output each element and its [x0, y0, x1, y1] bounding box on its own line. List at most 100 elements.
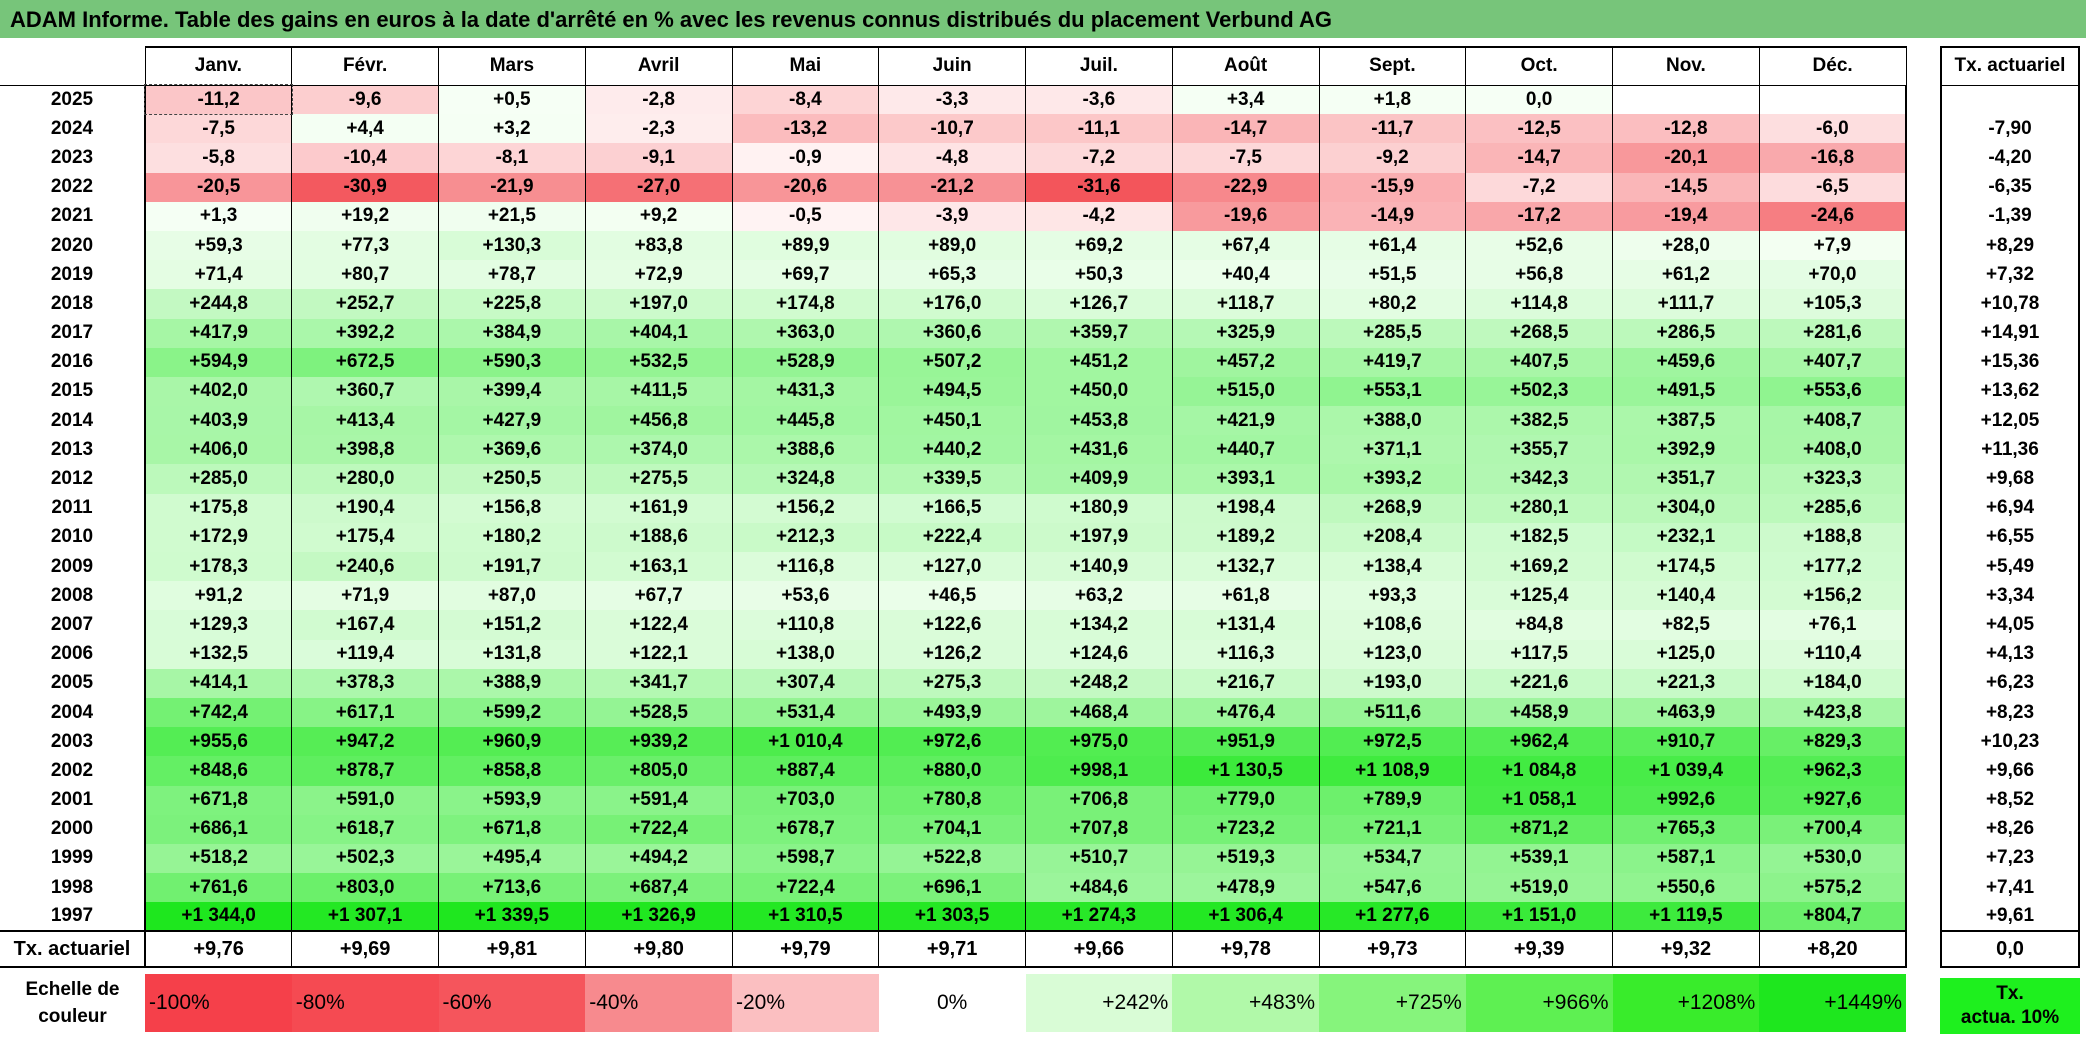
gain-cell: +1 303,5	[878, 902, 1026, 932]
gain-cell: +550,6	[1612, 873, 1760, 903]
gain-cell: -20,1	[1612, 143, 1760, 173]
gain-cell: +225,8	[438, 289, 586, 319]
gain-cell: +61,4	[1318, 230, 1467, 261]
gain-cell: -14,7	[1171, 114, 1320, 144]
year-label: 1997	[50, 905, 94, 927]
gain-cell: +384,9	[438, 318, 586, 348]
table-row: 2011 +175,8 +190,4 +156,8 +161,9 +156,2 +166,5…	[0, 493, 1907, 523]
gain-cell: +80,7	[291, 260, 439, 290]
gain-cell: +56,8	[1465, 260, 1613, 290]
gain-cell: +671,8	[438, 814, 586, 844]
gain-cell: +285,0	[144, 464, 293, 494]
table-row: 2024 -7,5 +4,4 +3,2 -2,3 -13,2 -10,7 -11,1 -14,7…	[0, 114, 1907, 144]
gain-cell: +174,8	[731, 289, 880, 319]
table-row: 2006 +132,5 +119,4 +131,8 +122,1 +138,0 +126,2…	[0, 639, 1907, 669]
gain-cell: +221,6	[1465, 668, 1613, 698]
year-label: 2010	[50, 526, 94, 548]
gain-cell: 0,0	[1465, 84, 1613, 115]
gain-cell: +324,8	[731, 464, 880, 494]
footer-label: Tx. actuariel	[0, 930, 146, 969]
gain-cell: +494,5	[878, 376, 1026, 407]
gain-cell: +1 307,1	[291, 902, 439, 932]
footer-row: Tx. actuariel +9,76 +9,69 +9,81 +9,80 +9,79 +9…	[0, 930, 1907, 969]
rate-cell: +12,05	[1940, 406, 2080, 436]
gain-cell: +789,9	[1318, 785, 1467, 815]
gain-cell: +421,9	[1171, 406, 1320, 436]
gain-cell: +848,6	[144, 756, 293, 786]
gain-cell: +190,4	[291, 493, 439, 523]
year-label: 2003	[50, 730, 94, 752]
gain-cell: +172,9	[144, 522, 293, 552]
gain-cell: +671,8	[144, 785, 293, 815]
gain-cell: +28,0	[1612, 230, 1760, 261]
gain-cell: +61,8	[1171, 581, 1320, 611]
gain-cell: +76,1	[1758, 610, 1907, 640]
corner-cell	[0, 47, 145, 85]
gain-cell: +61,2	[1612, 260, 1760, 290]
gain-cell: +484,6	[1025, 873, 1173, 903]
gain-cell: -27,0	[584, 172, 733, 202]
table-row: 2022 -20,5 -30,9 -21,9 -27,0 -20,6 -21,2 -31,6-…	[0, 172, 1907, 202]
rate-cell: +11,36	[1940, 435, 2080, 465]
rate-cell: -6,35	[1940, 172, 2080, 202]
gain-cell: +131,4	[1171, 610, 1320, 640]
gain-cell: +71,9	[291, 581, 439, 611]
month-header: Janv.	[144, 46, 293, 86]
gain-cell: +71,4	[144, 260, 293, 290]
gain-cell: +388,6	[731, 435, 880, 465]
gain-cell: +402,0	[144, 376, 293, 407]
gain-cell: +388,0	[1318, 406, 1467, 436]
gain-cell: +972,6	[878, 727, 1026, 757]
year-label: 2000	[50, 818, 94, 840]
gain-cell: +553,1	[1318, 376, 1467, 407]
gain-cell: -15,9	[1318, 172, 1467, 202]
gain-cell: +280,1	[1465, 493, 1613, 523]
rate-cell: +7,41	[1940, 873, 2080, 903]
footer-rate-cell: +9,71	[878, 930, 1026, 969]
gain-cell: +117,5	[1465, 639, 1613, 669]
gain-cell: +84,8	[1465, 610, 1613, 640]
table-row: 2012 +285,0 +280,0 +250,5 +275,5 +324,8 +339,5…	[0, 464, 1907, 494]
table-row: 2005 +414,1 +378,3 +388,9 +341,7 +307,4 +275,3…	[0, 668, 1907, 698]
year-label: 2001	[50, 789, 94, 811]
rate-cell: +6,94	[1940, 493, 2080, 523]
year-label: 2020	[50, 234, 94, 256]
gain-cell: +156,2	[1758, 581, 1907, 611]
gains-table: Janv. Févr. Mars Avril Mai Juin Juil. Août Sept.…	[0, 46, 1907, 969]
gain-cell: +132,7	[1171, 552, 1320, 582]
gain-cell: +59,3	[144, 230, 293, 261]
gain-cell: +169,2	[1465, 552, 1613, 582]
gain-cell: -6,0	[1758, 114, 1907, 144]
year-label: 2009	[50, 555, 94, 577]
gain-cell: +221,3	[1612, 668, 1760, 698]
table-row: 2001 +671,8 +591,0 +593,9 +591,4 +703,0 +780,8…	[0, 785, 1907, 815]
gain-cell: +878,7	[291, 756, 439, 786]
gain-cell: +1 058,1	[1465, 785, 1613, 815]
gain-cell: -0,5	[731, 201, 880, 231]
gain-cell: +406,0	[144, 435, 293, 465]
gain-cell: +780,8	[878, 785, 1026, 815]
gain-cell: +803,0	[291, 873, 439, 903]
color-scale-swatch: +1208%	[1612, 974, 1760, 1032]
gain-cell: +431,3	[731, 376, 880, 407]
table-row: 2015 +402,0 +360,7 +399,4 +411,5 +431,3 +494,5…	[0, 376, 1907, 407]
gain-cell: +355,7	[1465, 435, 1613, 465]
year-label: 2021	[50, 205, 94, 227]
gain-cell: +51,5	[1318, 260, 1467, 290]
gain-cell: +742,4	[144, 697, 293, 728]
gain-cell: +1 151,0	[1465, 902, 1613, 932]
gain-cell: +116,8	[731, 552, 880, 582]
color-scale-swatch: +483%	[1172, 974, 1319, 1032]
gain-cell: +686,1	[144, 814, 293, 844]
gain-cell: +440,7	[1171, 435, 1320, 465]
gain-cell: +198,4	[1171, 493, 1320, 523]
gain-cell: +360,6	[878, 318, 1026, 348]
gain-cell: +50,3	[1025, 260, 1173, 290]
gain-cell: +618,7	[291, 814, 439, 844]
gain-cell: +281,6	[1758, 318, 1907, 348]
gain-cell: +285,5	[1318, 318, 1467, 348]
gain-cell: +591,0	[291, 785, 439, 815]
table-row: 2014 +403,9 +413,4 +427,9 +456,8 +445,8 +450,1…	[0, 406, 1907, 436]
rate-cell: +9,68	[1940, 464, 2080, 494]
gain-cell: +342,3	[1465, 464, 1613, 494]
